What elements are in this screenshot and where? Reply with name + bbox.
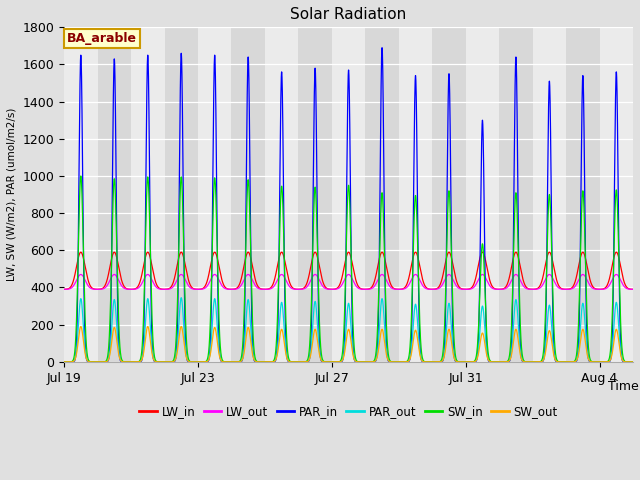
- PAR_in: [404, 359, 412, 365]
- PAR_out: [60, 359, 68, 365]
- SW_out: [404, 359, 412, 364]
- LW_in: [629, 287, 637, 292]
- PAR_in: [410, 187, 417, 193]
- PAR_in: [60, 359, 68, 365]
- Bar: [265, 27, 298, 362]
- SW_out: [151, 358, 159, 364]
- LW_out: [60, 287, 68, 292]
- Bar: [232, 27, 265, 362]
- SW_out: [77, 324, 84, 329]
- Legend: LW_in, LW_out, PAR_in, PAR_out, SW_in, SW_out: LW_in, LW_out, PAR_in, PAR_out, SW_in, S…: [134, 400, 563, 423]
- SW_out: [410, 335, 417, 341]
- LW_in: [467, 286, 474, 291]
- PAR_out: [404, 359, 412, 364]
- Line: LW_in: LW_in: [64, 252, 633, 289]
- LW_in: [77, 249, 84, 255]
- PAR_out: [151, 358, 159, 364]
- LW_in: [151, 276, 159, 282]
- LW_in: [179, 252, 187, 257]
- Text: BA_arable: BA_arable: [67, 32, 137, 45]
- PAR_out: [179, 307, 187, 312]
- Bar: [298, 27, 332, 362]
- SW_in: [77, 173, 84, 179]
- SW_out: [60, 359, 68, 365]
- Line: PAR_out: PAR_out: [64, 298, 633, 362]
- Bar: [198, 27, 232, 362]
- Bar: [499, 27, 532, 362]
- Bar: [365, 27, 399, 362]
- PAR_in: [629, 359, 637, 365]
- Bar: [164, 27, 198, 362]
- Bar: [64, 27, 97, 362]
- Bar: [600, 27, 633, 362]
- SW_in: [410, 232, 417, 238]
- PAR_out: [629, 359, 637, 365]
- SW_in: [112, 215, 120, 221]
- Bar: [399, 27, 432, 362]
- SW_in: [60, 359, 68, 365]
- LW_out: [179, 273, 187, 278]
- Bar: [566, 27, 600, 362]
- SW_in: [467, 359, 474, 365]
- SW_out: [629, 359, 637, 365]
- LW_in: [404, 279, 412, 285]
- Bar: [432, 27, 466, 362]
- Bar: [97, 27, 131, 362]
- LW_out: [629, 287, 637, 292]
- SW_out: [462, 359, 470, 365]
- SW_in: [179, 204, 187, 210]
- PAR_in: [378, 45, 386, 50]
- Line: PAR_in: PAR_in: [64, 48, 633, 362]
- LW_in: [410, 252, 417, 258]
- PAR_in: [151, 359, 159, 364]
- Bar: [332, 27, 365, 362]
- SW_in: [629, 359, 637, 365]
- Bar: [131, 27, 164, 362]
- LW_out: [410, 273, 417, 279]
- SW_in: [404, 358, 412, 363]
- X-axis label: Time: Time: [608, 380, 639, 393]
- LW_out: [467, 286, 474, 292]
- Bar: [532, 27, 566, 362]
- PAR_out: [462, 359, 470, 365]
- PAR_in: [112, 154, 120, 160]
- LW_in: [112, 252, 120, 258]
- Line: SW_in: SW_in: [64, 176, 633, 362]
- PAR_out: [112, 310, 120, 316]
- SW_in: [151, 356, 159, 361]
- LW_out: [404, 284, 412, 289]
- PAR_in: [467, 359, 474, 365]
- Y-axis label: LW, SW (W/m2), PAR (umol/m2/s): LW, SW (W/m2), PAR (umol/m2/s): [7, 108, 17, 281]
- SW_in: [462, 359, 470, 365]
- Title: Solar Radiation: Solar Radiation: [291, 7, 406, 22]
- Line: LW_out: LW_out: [64, 275, 633, 289]
- SW_out: [112, 332, 120, 338]
- SW_out: [467, 359, 474, 365]
- LW_out: [77, 272, 84, 277]
- LW_out: [112, 273, 120, 278]
- PAR_in: [462, 359, 470, 365]
- LW_out: [151, 283, 159, 288]
- PAR_out: [467, 359, 474, 365]
- PAR_out: [177, 295, 185, 300]
- Line: SW_out: SW_out: [64, 326, 633, 362]
- SW_out: [179, 329, 187, 335]
- Bar: [466, 27, 499, 362]
- LW_in: [60, 287, 68, 292]
- PAR_out: [410, 317, 417, 323]
- PAR_in: [179, 127, 186, 133]
